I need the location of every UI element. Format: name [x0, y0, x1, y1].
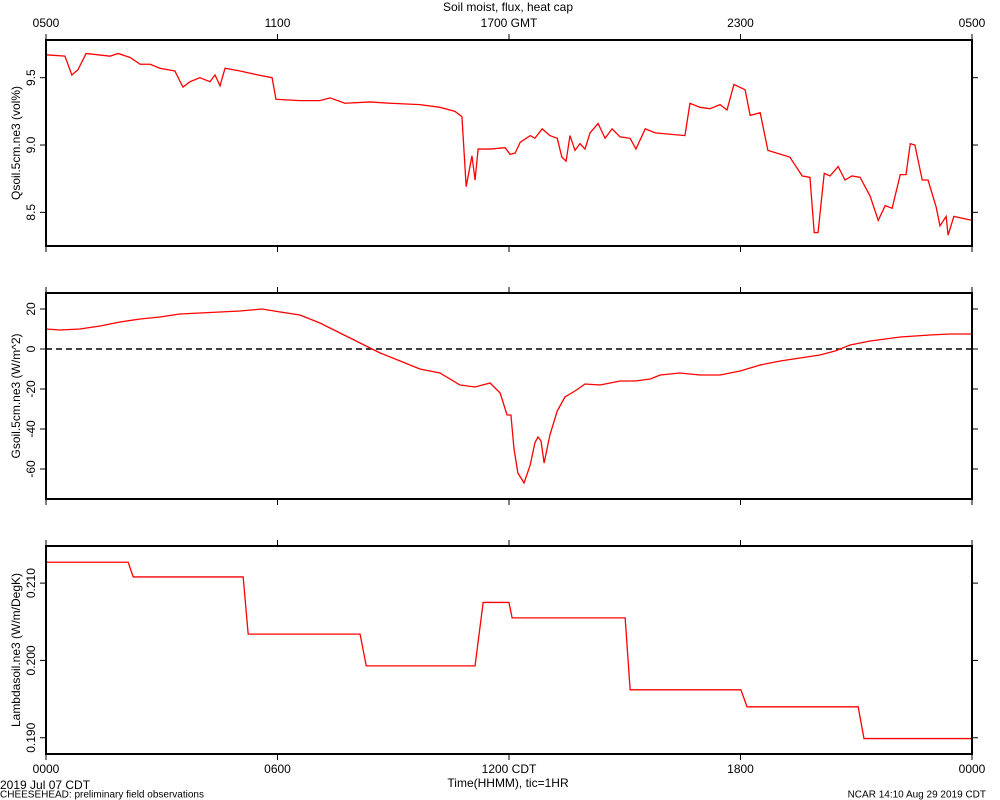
plot-frame — [45, 292, 973, 500]
x-tick-label: 1800 — [727, 762, 754, 776]
y-axis-label: Lambdasoil.ne3 (W/m/DegK) — [9, 573, 23, 727]
data-line — [45, 52, 973, 236]
x-tick-label: 0600 — [264, 762, 291, 776]
x-tick-label: 1200 CDT — [482, 762, 537, 776]
data-line — [46, 561, 972, 740]
plot-frame — [45, 545, 973, 755]
footer-left: CHEESEHEAD: preliminary field observatio… — [0, 790, 204, 800]
y-tick-label: 0 — [24, 345, 38, 352]
data-line — [45, 308, 972, 485]
x-tick-label: 0000 — [959, 762, 986, 776]
y-tick-label: 8.5 — [24, 204, 38, 221]
y-axis-label: Qsoil.5cm.ne3 (vol%) — [9, 86, 23, 200]
y-tick-label: 9.5 — [24, 69, 38, 86]
x2-tick-label: 1700 GMT — [481, 16, 538, 30]
y-tick-label: 20 — [24, 302, 38, 316]
date-label: 2019 Jul 07 CDT — [0, 778, 91, 792]
x2-tick-label: 1100 — [265, 16, 291, 30]
y-tick-label: -40 — [24, 420, 38, 438]
x-tick-label: 0000 — [33, 762, 60, 776]
x2-tick-label: 0500 — [959, 16, 986, 30]
x2-tick-label: 2300 — [727, 16, 754, 30]
y-tick-label: 0.210 — [24, 568, 38, 598]
chart-title: Soil moist, flux, heat cap — [443, 0, 573, 14]
y-tick-label: 0.200 — [24, 645, 38, 675]
x-axis-label: Time(HHMM), tic=1HR — [447, 776, 569, 790]
plot-frame — [45, 39, 973, 247]
y-tick-label: 9.0 — [24, 136, 38, 153]
y-tick-label: -60 — [24, 460, 38, 478]
y-tick-label: 0.190 — [24, 722, 38, 752]
y-tick-label: -20 — [24, 380, 38, 398]
x2-tick-label: 0500 — [33, 16, 60, 30]
footer-right: NCAR 14:10 Aug 29 2019 CDT — [848, 790, 986, 800]
y-axis-label: Gsoil.5cm.ne3 (W/m^2) — [9, 334, 23, 459]
